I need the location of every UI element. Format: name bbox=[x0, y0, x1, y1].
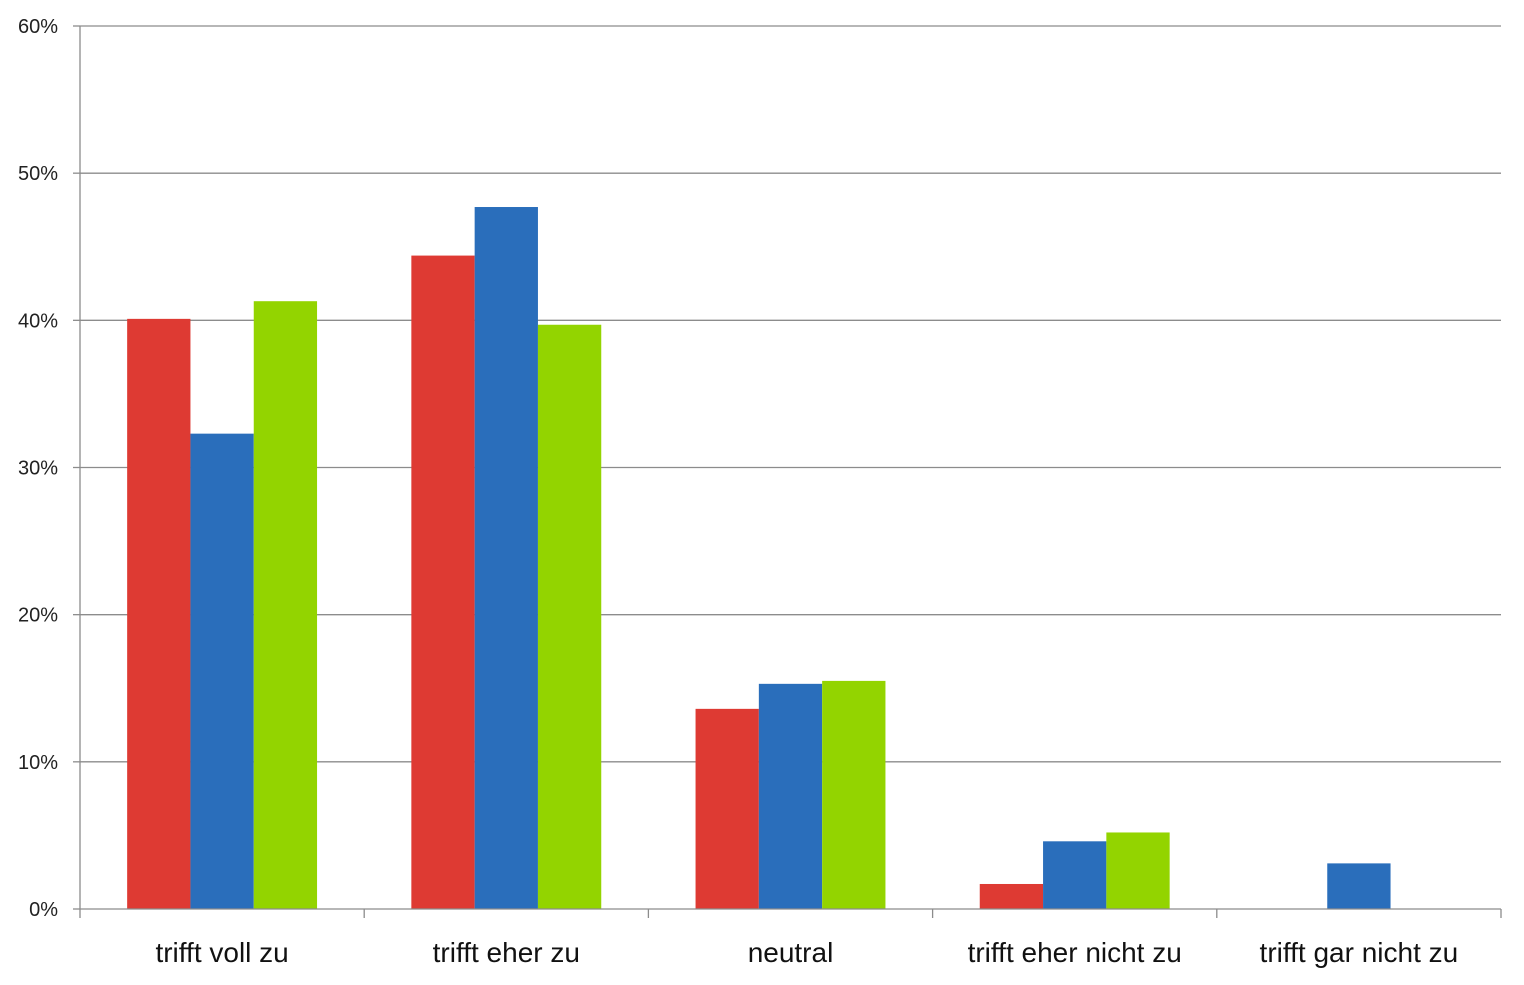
bar bbox=[1043, 841, 1107, 909]
bar bbox=[411, 255, 475, 909]
y-tick-label: 40% bbox=[18, 310, 58, 332]
x-tick-label: trifft voll zu bbox=[155, 937, 288, 968]
bar bbox=[253, 301, 318, 909]
x-axis-tick-labels: trifft voll zu trifft eher zu neutral triff… bbox=[155, 937, 1458, 968]
bar bbox=[822, 680, 886, 909]
y-tick-label: 20% bbox=[18, 605, 58, 627]
bar bbox=[190, 433, 254, 909]
axes bbox=[73, 25, 1502, 918]
x-tick-label: trifft eher zu bbox=[433, 937, 580, 968]
bar bbox=[1106, 832, 1170, 909]
x-tick-label: trifft eher nicht zu bbox=[968, 937, 1182, 968]
y-tick-label: 10% bbox=[18, 752, 58, 774]
y-tick-label: 30% bbox=[18, 458, 58, 480]
bar bbox=[979, 883, 1044, 909]
bar bbox=[1327, 863, 1391, 909]
bar bbox=[127, 318, 191, 909]
bar bbox=[758, 683, 823, 909]
bar bbox=[537, 324, 602, 910]
y-tick-label: 60% bbox=[18, 16, 58, 38]
y-tick-label: 50% bbox=[18, 163, 58, 185]
bar bbox=[695, 708, 759, 909]
bars bbox=[127, 207, 1391, 910]
y-tick-label: 0% bbox=[29, 899, 58, 921]
x-tick-label: neutral bbox=[748, 937, 834, 968]
y-axis-tick-labels: 0% 10% 20% 30% 40% 50% 60% bbox=[18, 16, 58, 921]
x-tick-label: trifft gar nicht zu bbox=[1260, 937, 1459, 968]
bar bbox=[474, 207, 538, 909]
